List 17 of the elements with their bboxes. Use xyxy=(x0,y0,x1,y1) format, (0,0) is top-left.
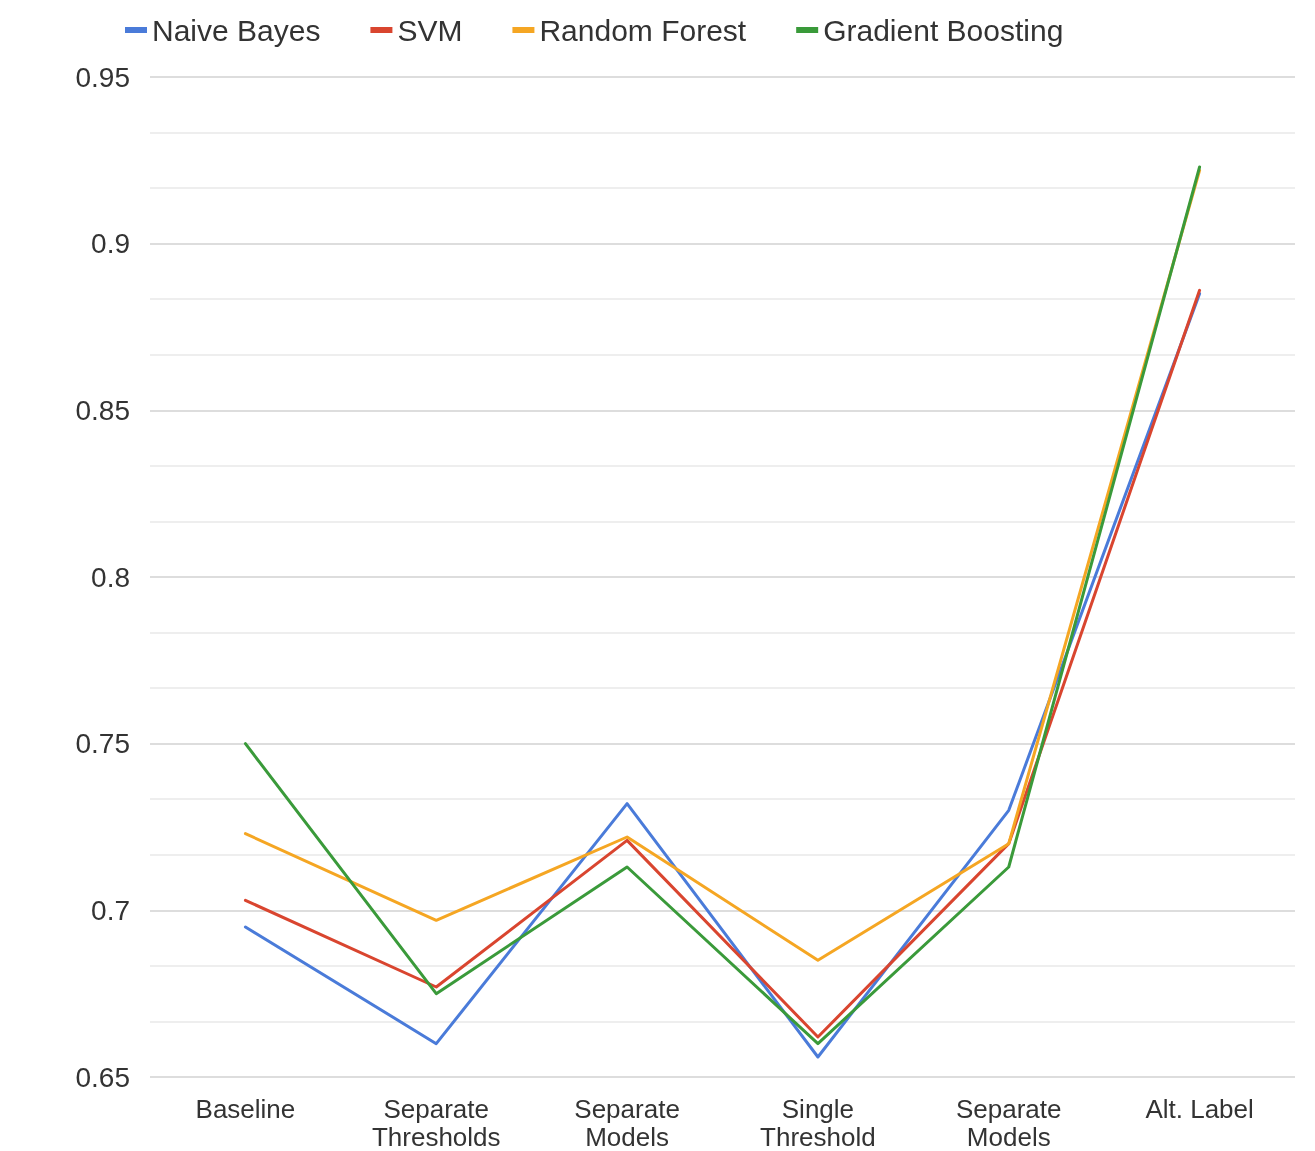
legend-label: SVM xyxy=(397,13,463,47)
x-tick-label: Alt. Label xyxy=(1145,1094,1254,1124)
legend-label: Random Forest xyxy=(539,13,747,47)
legend-label: Naive Bayes xyxy=(152,13,321,47)
y-tick-label: 0.9 xyxy=(91,228,130,260)
x-tick-label: Separate Models xyxy=(955,1094,1062,1151)
y-tick-label: 0.85 xyxy=(75,394,130,426)
y-tick-label: 0.65 xyxy=(75,1061,130,1093)
x-tick-label: Separate Models xyxy=(574,1094,680,1151)
legend-label: Gradient Boosting xyxy=(823,13,1064,47)
x-tick-label: Baseline xyxy=(195,1094,296,1124)
x-tick-label: Single Threshold xyxy=(760,1094,876,1151)
y-tick-label: 0.75 xyxy=(75,728,130,760)
y-tick-label: 0.7 xyxy=(91,894,130,926)
y-tick-label: 0.95 xyxy=(75,61,130,93)
y-tick-label: 0.8 xyxy=(91,561,130,593)
x-tick-label: Separate Thresholds xyxy=(371,1094,501,1151)
